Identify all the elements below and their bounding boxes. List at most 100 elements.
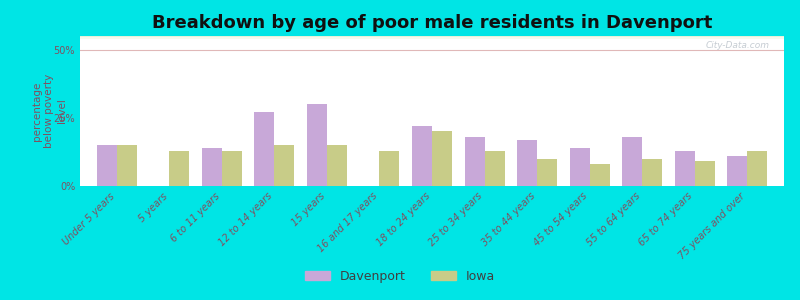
Bar <box>327 145 347 186</box>
Bar <box>80 36 784 38</box>
Bar <box>80 38 784 39</box>
Bar <box>485 151 505 186</box>
Bar <box>80 37 784 38</box>
Bar <box>80 37 784 38</box>
Bar <box>80 36 784 38</box>
Bar <box>80 37 784 38</box>
Title: Breakdown by age of poor male residents in Davenport: Breakdown by age of poor male residents … <box>152 14 712 32</box>
Bar <box>80 37 784 39</box>
Bar <box>747 151 767 186</box>
Bar <box>80 38 784 39</box>
Bar <box>80 36 784 38</box>
Bar <box>80 36 784 38</box>
Bar <box>80 36 784 38</box>
Bar <box>80 37 784 38</box>
Bar <box>80 37 784 38</box>
Bar <box>80 36 784 38</box>
Bar <box>80 37 784 39</box>
Bar <box>727 156 747 186</box>
Bar <box>80 37 784 39</box>
Bar <box>202 148 222 186</box>
Bar <box>80 36 784 38</box>
Bar <box>80 37 784 38</box>
Bar <box>80 36 784 38</box>
Bar <box>80 37 784 39</box>
Bar <box>80 36 784 38</box>
Bar <box>80 37 784 39</box>
Bar <box>465 137 485 186</box>
Bar <box>80 38 784 39</box>
Bar <box>80 37 784 38</box>
Bar <box>80 37 784 38</box>
Bar <box>80 37 784 38</box>
Bar <box>80 37 784 39</box>
Bar <box>80 37 784 39</box>
Legend: Davenport, Iowa: Davenport, Iowa <box>300 265 500 288</box>
Y-axis label: percentage
below poverty
level: percentage below poverty level <box>32 74 66 148</box>
Bar <box>80 37 784 39</box>
Bar <box>80 38 784 39</box>
Bar <box>537 159 557 186</box>
Bar <box>80 38 784 39</box>
Bar <box>80 37 784 38</box>
Bar <box>570 148 590 186</box>
Bar <box>80 37 784 38</box>
Bar <box>80 36 784 38</box>
Bar <box>80 38 784 39</box>
Bar <box>80 37 784 38</box>
Bar <box>80 37 784 38</box>
Bar <box>80 37 784 39</box>
Bar <box>80 37 784 38</box>
Bar <box>80 37 784 38</box>
Bar <box>80 37 784 39</box>
Bar <box>274 145 294 186</box>
Bar <box>80 37 784 38</box>
Bar <box>80 37 784 38</box>
Bar <box>80 36 784 38</box>
Bar <box>412 126 432 186</box>
Bar <box>80 36 784 38</box>
Bar <box>80 36 784 38</box>
Bar <box>80 37 784 38</box>
Bar <box>590 164 610 186</box>
Bar <box>80 38 784 39</box>
Bar <box>80 37 784 38</box>
Bar <box>379 151 399 186</box>
Bar <box>80 37 784 38</box>
Bar <box>80 36 784 38</box>
Bar <box>307 104 327 186</box>
Bar <box>97 145 117 186</box>
Bar <box>80 37 784 39</box>
Bar <box>80 37 784 38</box>
Bar <box>254 112 274 186</box>
Bar <box>80 37 784 38</box>
Bar <box>80 36 784 38</box>
Bar <box>170 151 190 186</box>
Bar <box>80 37 784 39</box>
Bar <box>80 36 784 38</box>
Bar <box>80 37 784 38</box>
Bar <box>80 37 784 38</box>
Bar <box>80 36 784 38</box>
Bar <box>80 37 784 38</box>
Bar <box>80 36 784 38</box>
Bar <box>80 37 784 39</box>
Bar <box>80 36 784 38</box>
Bar <box>80 36 784 38</box>
Bar <box>80 37 784 38</box>
Bar <box>80 37 784 38</box>
Bar <box>80 37 784 38</box>
Bar <box>80 37 784 38</box>
Bar <box>80 37 784 38</box>
Bar <box>80 37 784 38</box>
Bar <box>117 145 137 186</box>
Text: City-Data.com: City-Data.com <box>706 40 770 50</box>
Bar <box>80 36 784 38</box>
Bar <box>80 36 784 38</box>
Bar <box>80 36 784 38</box>
Bar <box>80 38 784 39</box>
Bar <box>80 36 784 38</box>
Bar <box>80 37 784 39</box>
Bar <box>694 161 714 186</box>
Bar <box>80 36 784 38</box>
